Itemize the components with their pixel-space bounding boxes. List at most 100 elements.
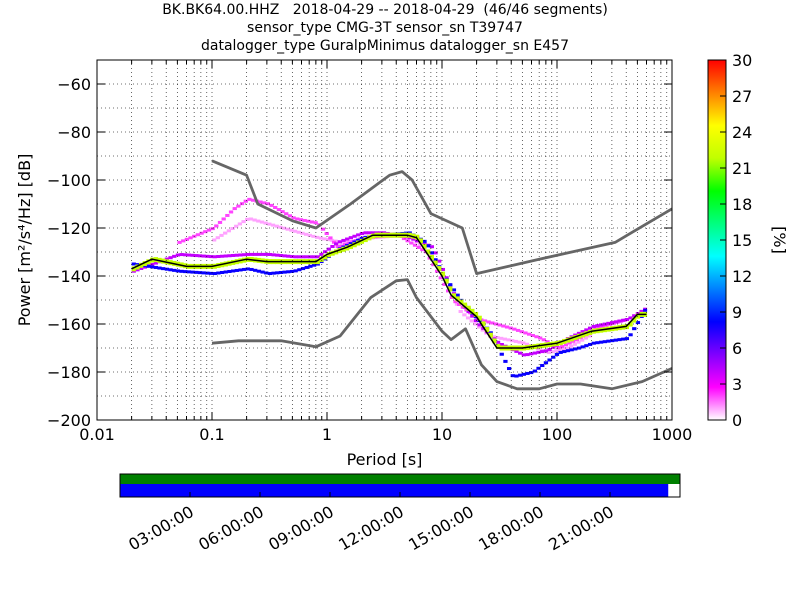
density-cell (206, 228, 212, 232)
density-cell (293, 255, 298, 259)
density-cell (560, 345, 565, 349)
density-cell (227, 254, 232, 258)
colorbar-tick-label: 12 (732, 267, 752, 286)
density-cell (613, 338, 618, 342)
density-cell (270, 223, 276, 227)
density-cell (238, 253, 243, 257)
density-cell (628, 316, 633, 320)
density-cell (356, 233, 361, 237)
density-cell (227, 269, 232, 273)
density-cell (540, 350, 545, 354)
y-axis: −60 −80 −100 −120 −140 −160 −180 −200 Power [m²/… (15, 75, 672, 430)
density-cell (576, 346, 582, 350)
density-cell (242, 267, 247, 271)
density-cell (426, 249, 431, 255)
coverage-tick-label: 15:00:00 (405, 502, 477, 554)
y-tick-label: −120 (47, 219, 91, 238)
density-cell (304, 255, 309, 259)
coverage-timeline-bar (120, 474, 680, 484)
density-cell (329, 238, 335, 242)
density-cell (451, 288, 457, 292)
density-cell (228, 210, 234, 214)
density-cell (242, 253, 247, 257)
chart-title-line-3: datalogger_type GuralpMinimus datalogger… (201, 38, 569, 54)
density-cell (536, 366, 541, 370)
density-cell (455, 296, 460, 302)
density-cell (212, 238, 217, 242)
density-cell (363, 237, 368, 243)
density-cell (296, 230, 301, 234)
density-cell (278, 254, 284, 258)
colorbar-tick-label: 30 (732, 51, 752, 70)
y-tick-label: −160 (47, 315, 91, 334)
density-cell (482, 319, 488, 323)
density-cell (497, 323, 502, 327)
density-cell (315, 259, 320, 265)
density-cell (335, 245, 340, 249)
density-cell (138, 266, 144, 270)
density-cell (194, 270, 199, 274)
density-cell (208, 255, 214, 259)
density-cell (311, 234, 316, 238)
density-cell (491, 335, 496, 339)
noise-model-nhnm (211, 159, 673, 275)
density-cell (613, 320, 618, 324)
density-cell (602, 340, 607, 344)
density-cell (153, 261, 158, 265)
density-cell (172, 268, 177, 272)
density-cell (304, 232, 309, 236)
plot-area (97, 60, 672, 420)
density-cell (510, 339, 515, 343)
density-cell (470, 314, 475, 318)
density-cell (363, 231, 368, 235)
density-cell (433, 260, 438, 266)
x-tick-label: 1000 (652, 425, 693, 444)
density-cell (264, 252, 269, 256)
density-cell (484, 327, 490, 333)
density-cell (311, 255, 317, 259)
density-cell (150, 265, 155, 269)
density-cell (186, 253, 192, 257)
density-cell (584, 328, 589, 332)
density-cell (337, 240, 342, 244)
density-cell (282, 270, 287, 274)
density-cell (551, 355, 556, 359)
density-cell (190, 253, 195, 257)
density-cell (632, 327, 637, 331)
density-cell (503, 359, 508, 363)
density-cell (264, 271, 269, 275)
colorbar-tick-label: 3 (732, 375, 742, 394)
density-cell (557, 348, 563, 352)
density-cell (234, 224, 239, 228)
density-cell (356, 238, 361, 242)
density-cell (580, 338, 585, 342)
density-cell (267, 222, 272, 226)
density-cell (501, 324, 506, 328)
density-cell (517, 340, 522, 344)
density-cell (223, 270, 228, 274)
density-cell (265, 202, 270, 206)
density-cell (223, 254, 228, 258)
density-cell (334, 242, 339, 246)
density-cell (448, 286, 453, 292)
density-cell (466, 310, 471, 314)
density-cell (587, 342, 593, 346)
density-cell (256, 252, 262, 256)
density-cell (274, 224, 279, 228)
density-cell (563, 343, 569, 347)
density-cell (275, 253, 280, 257)
density-cell (529, 352, 534, 356)
density-cell (558, 350, 563, 354)
density-cell (547, 347, 552, 351)
density-cell (292, 229, 298, 233)
density-cell (230, 269, 236, 273)
density-cell (135, 268, 140, 272)
density-cell (267, 272, 273, 276)
density-cell (201, 254, 206, 258)
density-cell (249, 252, 254, 256)
density-cell (551, 345, 556, 349)
density-cell (583, 336, 588, 340)
density-cell (624, 337, 630, 341)
density-cell (135, 264, 140, 270)
coverage-tick-label: 21:00:00 (545, 502, 617, 554)
